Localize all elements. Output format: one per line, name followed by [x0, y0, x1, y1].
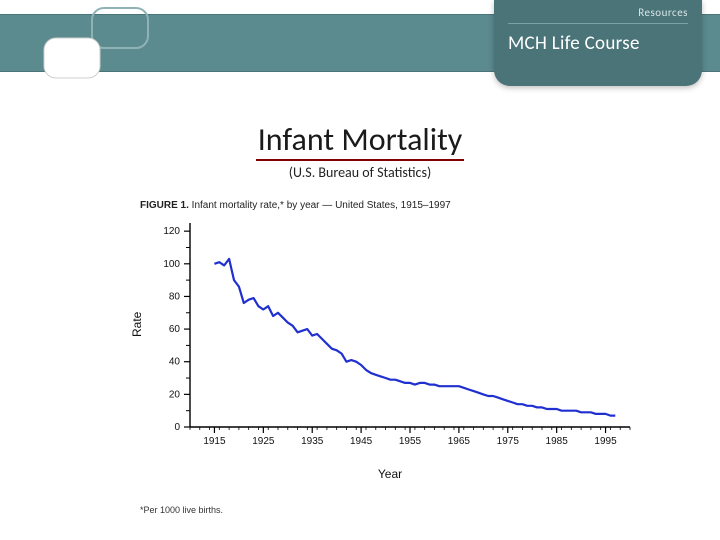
badge-divider [508, 23, 688, 24]
svg-text:100: 100 [163, 259, 180, 270]
figure-caption-rest: Infant mortality rate,* by year — United… [189, 200, 451, 211]
line-chart: 0 20 40 60 80 100 120 1915 1925 1935 1945 1955 1965 1… [140, 217, 640, 457]
svg-text:1945: 1945 [350, 436, 373, 447]
svg-text:80: 80 [169, 291, 181, 302]
svg-text:1915: 1915 [203, 436, 226, 447]
svg-text:0: 0 [174, 422, 180, 433]
figure-caption: FIGURE 1. Infant mortality rate,* by yea… [140, 200, 640, 211]
slide-title-text: Infant Mortality [256, 120, 465, 161]
svg-text:1975: 1975 [497, 436, 520, 447]
y-axis-label: Rate [130, 312, 144, 337]
x-axis-label: Year [140, 467, 640, 481]
figure-area: FIGURE 1. Infant mortality rate,* by yea… [140, 200, 640, 515]
slide-title: Infant Mortality [0, 120, 720, 161]
resources-label: Resources [508, 6, 688, 19]
svg-text:1965: 1965 [448, 436, 471, 447]
svg-text:60: 60 [169, 324, 181, 335]
header-decoration [30, 2, 160, 88]
svg-text:120: 120 [163, 226, 180, 237]
brand-label: MCH Life Course [508, 32, 688, 55]
figure-footnote: *Per 1000 live births. [140, 505, 640, 515]
svg-text:1955: 1955 [399, 436, 422, 447]
svg-text:20: 20 [169, 389, 181, 400]
svg-text:1995: 1995 [594, 436, 617, 447]
svg-text:1935: 1935 [301, 436, 324, 447]
svg-text:1985: 1985 [546, 436, 569, 447]
figure-caption-bold: FIGURE 1. [140, 200, 189, 211]
chart-container: Rate 02040608010012019151925193519451955… [140, 217, 640, 477]
slide-subtitle: (U.S. Bureau of Statistics) [0, 164, 720, 181]
svg-text:1925: 1925 [252, 436, 275, 447]
svg-text:40: 40 [169, 357, 181, 368]
brand-badge: Resources MCH Life Course [494, 0, 702, 86]
